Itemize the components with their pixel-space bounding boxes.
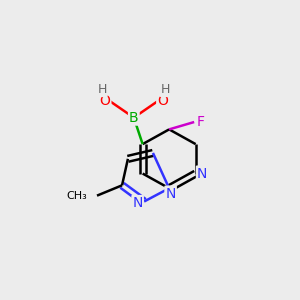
Text: H: H — [161, 83, 170, 96]
Text: N: N — [197, 167, 207, 181]
Text: O: O — [100, 94, 110, 108]
Text: H: H — [97, 83, 107, 96]
Text: O: O — [157, 94, 168, 108]
Text: N: N — [165, 187, 176, 201]
Text: B: B — [129, 111, 139, 124]
Text: CH₃: CH₃ — [66, 190, 87, 201]
Text: F: F — [196, 115, 205, 129]
Text: N: N — [132, 196, 143, 210]
